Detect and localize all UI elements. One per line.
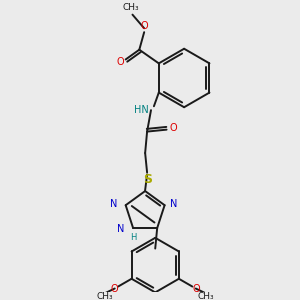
Text: O: O <box>110 284 118 294</box>
Text: CH₃: CH₃ <box>96 292 113 300</box>
Text: S: S <box>144 173 153 186</box>
Text: N: N <box>117 224 124 234</box>
Text: O: O <box>140 21 148 31</box>
Text: O: O <box>169 123 177 133</box>
Text: HN: HN <box>134 105 149 115</box>
Text: O: O <box>193 284 200 294</box>
Text: CH₃: CH₃ <box>122 3 139 12</box>
Text: N: N <box>170 199 177 209</box>
Text: CH₃: CH₃ <box>198 292 214 300</box>
Text: N: N <box>110 199 117 209</box>
Text: O: O <box>117 57 124 68</box>
Text: H: H <box>130 233 136 242</box>
